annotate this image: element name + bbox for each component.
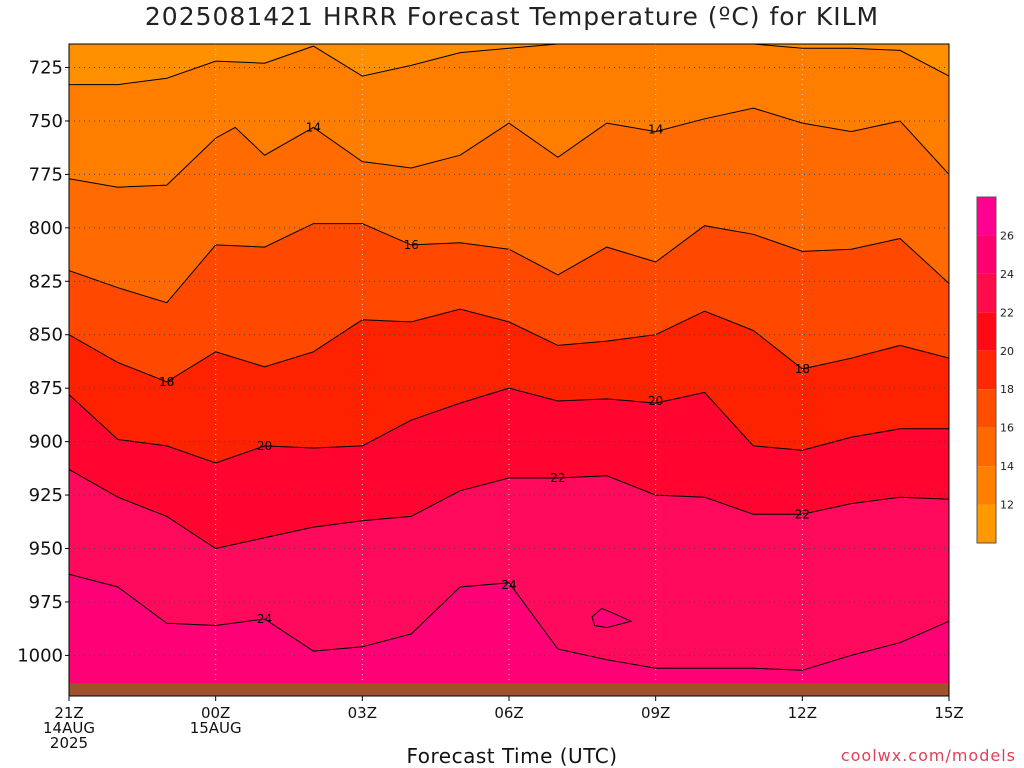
contour-label: 18 xyxy=(159,375,174,389)
y-tick-label-775: 775 xyxy=(29,164,63,185)
x-tick-label: 21Z xyxy=(54,704,83,722)
colorbar-label-24: 24 xyxy=(1000,268,1014,281)
x-tick-label: 03Z xyxy=(348,704,377,722)
colorbar-swatch xyxy=(977,427,996,467)
colorbar-label-16: 16 xyxy=(1000,422,1014,435)
y-tick-label-825: 825 xyxy=(29,271,63,292)
colorbar-swatch xyxy=(977,197,996,236)
colorbar-label-20: 20 xyxy=(1000,345,1014,358)
contour-label: 22 xyxy=(550,471,565,485)
closed-contour-24 xyxy=(591,607,633,629)
colorbar-swatch xyxy=(977,235,996,274)
contour-label: 24 xyxy=(257,612,272,626)
y-tick-label-925: 925 xyxy=(29,485,63,506)
contour-label: 20 xyxy=(648,394,663,408)
colorbar-label-26: 26 xyxy=(1000,229,1014,242)
x-axis-label: Forecast Time (UTC) xyxy=(406,744,618,768)
colorbar-frame xyxy=(976,196,997,544)
colorbar-swatch xyxy=(977,273,996,313)
contour-label: 16 xyxy=(404,238,419,252)
x-tick-label: 12Z xyxy=(788,704,817,722)
y-tick-label-850: 850 xyxy=(29,325,63,346)
ground-surface xyxy=(69,683,949,696)
y-tick-label-725: 725 xyxy=(29,58,63,79)
temp-band-24 xyxy=(69,574,949,696)
y-tick-label-1000: 1000 xyxy=(17,645,63,666)
y-tick-label-875: 875 xyxy=(29,378,63,399)
contour-line-18 xyxy=(69,308,949,383)
x-tick-label: 09Z xyxy=(641,704,670,722)
contour-label: 14 xyxy=(648,123,663,137)
contour-label: 24 xyxy=(501,578,516,592)
chart-title: 2025081421 HRRR Forecast Temperature (ºC… xyxy=(144,2,880,31)
colorbar-label-14: 14 xyxy=(1000,460,1014,473)
colorbar-label-18: 18 xyxy=(1000,383,1014,396)
x-tick-label: 06Z xyxy=(494,704,523,722)
x-tick-label: 2025 xyxy=(50,734,88,752)
colorbar-swatch xyxy=(977,466,996,505)
contour-line-12 xyxy=(69,44,949,86)
y-tick-label-750: 750 xyxy=(29,111,63,132)
y-tick-label-900: 900 xyxy=(29,432,63,453)
x-tick-label: 15Z xyxy=(934,704,963,722)
colorbar-swatch xyxy=(977,350,996,390)
colorbar-label-22: 22 xyxy=(1000,306,1014,319)
y-tick-label-800: 800 xyxy=(29,218,63,239)
contour-label: 22 xyxy=(795,507,810,521)
y-tick-label-975: 975 xyxy=(29,592,63,613)
x-tick-label: 14AUG xyxy=(43,719,95,737)
contour-label: 20 xyxy=(257,439,272,453)
x-tick-label: 00Z xyxy=(201,704,230,722)
temp-band-closed-24 xyxy=(592,608,632,628)
colorbar-label-12: 12 xyxy=(1000,499,1014,512)
colorbar-swatch xyxy=(977,312,996,351)
colorbar-swatch xyxy=(977,504,996,543)
contour-label: 14 xyxy=(306,120,321,134)
contour-line-24 xyxy=(69,573,949,671)
contour-label: 18 xyxy=(795,362,810,376)
credit-text: coolwx.com/models xyxy=(840,746,1016,765)
x-tick-label: 15AUG xyxy=(190,719,242,737)
colorbar-swatch xyxy=(977,389,996,428)
y-tick-label-950: 950 xyxy=(29,538,63,559)
